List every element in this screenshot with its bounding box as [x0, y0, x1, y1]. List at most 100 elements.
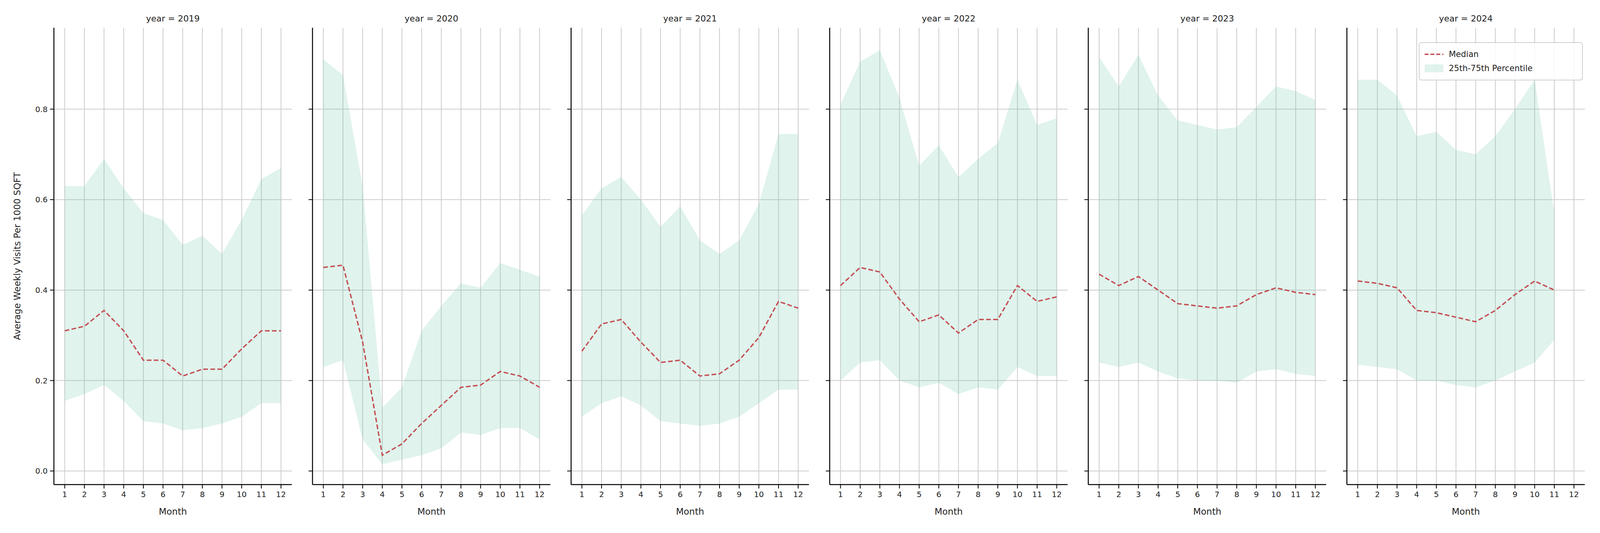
x-tick-label: 5 — [916, 489, 922, 500]
percentile-band — [64, 158, 282, 431]
x-tick-label: 12 — [793, 489, 804, 500]
x-tick — [1017, 484, 1018, 489]
x-tick-label: 1 — [1096, 489, 1102, 500]
x-tick-label: 2 — [599, 489, 605, 500]
x-tick — [441, 484, 442, 489]
x-tick-label: 8 — [717, 489, 723, 500]
x-tick-label: 4 — [638, 489, 644, 500]
x-tick — [1255, 484, 1257, 489]
y-axis-line — [829, 27, 831, 485]
x-tick-label: 12 — [1569, 489, 1579, 500]
x-tick — [1455, 484, 1457, 489]
x-tick — [342, 484, 344, 489]
x-tick — [1118, 484, 1120, 489]
x-tick — [1157, 484, 1159, 489]
x-tick — [1396, 484, 1398, 489]
x-tick-label: 3 — [1135, 489, 1142, 500]
y-tick — [50, 470, 54, 472]
median-line — [64, 310, 282, 377]
y-tick — [1084, 199, 1089, 200]
x-tick — [83, 484, 85, 489]
percentile-band — [323, 59, 540, 465]
y-tick — [567, 470, 572, 472]
y-axis-line — [570, 27, 572, 485]
y-tick — [308, 108, 313, 110]
x-tick — [1416, 484, 1418, 489]
x-tick-label: 3 — [101, 489, 107, 500]
x-tick-label: 3 — [1394, 489, 1400, 500]
x-tick-label: 8 — [975, 489, 981, 500]
x-tick-label: 1 — [1355, 489, 1361, 500]
x-tick — [879, 484, 881, 489]
x-tick-label: 8 — [458, 489, 464, 500]
y-tick-label: 0.6 — [35, 194, 48, 205]
panel: 123456789101112year = 2022Month — [825, 13, 1068, 517]
y-tick — [50, 380, 54, 382]
y-tick — [567, 108, 572, 110]
y-tick — [567, 289, 572, 291]
x-tick — [679, 484, 681, 489]
x-tick — [1573, 484, 1575, 489]
x-tick — [758, 484, 760, 489]
x-tick — [1098, 484, 1100, 489]
x-tick-label: 5 — [141, 489, 147, 500]
y-tick — [308, 470, 313, 472]
x-tick-label: 9 — [995, 489, 1001, 500]
y-tick — [1342, 470, 1347, 472]
x-axis-label: Month — [417, 506, 446, 517]
panel: 123456789101112year = 2024Month — [1342, 13, 1585, 517]
x-tick-label: 3 — [360, 489, 366, 500]
x-tick-label: 10 — [1271, 489, 1281, 500]
x-tick-label: 11 — [773, 489, 784, 500]
data-group — [64, 158, 282, 431]
y-tick — [825, 470, 830, 472]
legend-label: 25th-75th Percentile — [1448, 63, 1533, 74]
x-axis-line — [571, 484, 809, 486]
x-tick-label: 4 — [121, 489, 127, 500]
x-tick-label: 9 — [736, 489, 742, 500]
x-tick-label: 5 — [1433, 489, 1440, 500]
y-tick — [825, 380, 830, 382]
x-tick-label: 7 — [1473, 489, 1479, 500]
x-axis-label: Month — [934, 506, 963, 517]
x-tick-label: 1 — [320, 489, 326, 500]
x-tick — [840, 484, 842, 489]
x-tick-label: 7 — [1214, 489, 1220, 500]
x-tick — [918, 484, 920, 489]
grid-line — [53, 108, 292, 110]
grid-line — [312, 470, 551, 472]
y-tick — [308, 380, 313, 382]
x-tick-label: 4 — [896, 489, 902, 500]
x-tick — [977, 484, 979, 489]
x-tick — [660, 484, 661, 489]
x-tick — [280, 484, 282, 489]
x-tick — [362, 484, 363, 489]
x-tick-label: 5 — [1175, 489, 1181, 500]
x-tick-label: 8 — [1234, 489, 1240, 500]
y-tick — [308, 289, 313, 291]
x-tick — [1216, 484, 1218, 489]
x-tick-label: 4 — [1155, 489, 1161, 500]
x-tick-label: 7 — [438, 489, 444, 500]
x-tick — [480, 484, 481, 489]
panel-title: year = 2024 — [1439, 13, 1493, 24]
panel: 1234567891011120.00.20.40.60.8year = 201… — [12, 13, 292, 517]
x-tick-label: 10 — [753, 489, 764, 500]
x-tick — [1514, 484, 1516, 489]
x-tick — [1177, 484, 1179, 489]
x-tick — [1357, 484, 1359, 489]
x-tick — [382, 484, 383, 489]
x-tick — [519, 484, 521, 489]
y-tick-label: 0.8 — [35, 104, 48, 115]
y-tick — [50, 199, 54, 200]
x-tick — [1056, 484, 1058, 489]
y-tick — [1084, 289, 1089, 291]
y-tick — [50, 108, 54, 110]
y-tick — [1342, 289, 1347, 291]
grid-line — [1088, 470, 1327, 472]
x-tick-label: 5 — [658, 489, 664, 500]
median-line — [323, 265, 540, 456]
data-group — [840, 50, 1058, 395]
x-tick — [103, 484, 105, 489]
x-tick-label: 7 — [180, 489, 186, 500]
